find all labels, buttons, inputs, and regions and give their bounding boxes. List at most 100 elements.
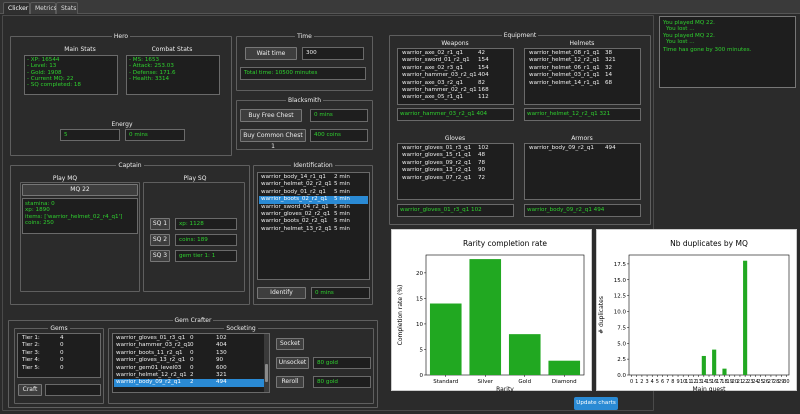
gem-tier[interactable]: Tier 2: 0 — [20, 342, 98, 349]
glove-item-cell: warrior_gloves_15_r1_q1 — [402, 152, 472, 159]
weapon-item[interactable]: warrior_axe_03_r2_q1 82 — [400, 80, 511, 87]
weapon-item-cell: warrior_sword_01_r2_q1 — [402, 57, 470, 64]
tab-stats[interactable]: Stats — [56, 2, 78, 14]
armor-item-cell: 494 — [605, 145, 616, 151]
identify-button[interactable]: Identify — [257, 287, 306, 299]
socket-item[interactable]: warrior_boots_11_r2_q1 0 130 — [114, 350, 268, 357]
mq-button[interactable]: MQ 22 — [22, 184, 138, 196]
socket-item[interactable]: warrior_gloves_13_r2_q1 0 90 — [114, 357, 268, 364]
socket-item[interactable]: warrior_helmet_12_r2_q1 2 321 — [114, 372, 268, 379]
socket-item[interactable]: warrior_body_09_r2_q1 2 494 — [114, 379, 268, 387]
sq1-button[interactable]: SQ 1 — [150, 218, 170, 230]
socket-item[interactable]: warrior_gloves_01_r3_q1 0 102 — [114, 335, 268, 342]
armor-item[interactable]: warrior_body_09_r2_q1 494 — [527, 145, 638, 152]
socket-list[interactable]: warrior_gloves_01_r3_q1 0 102 warrior_hamme… — [112, 333, 270, 393]
weapon-item[interactable]: warrior_axe_02_r3_q1 154 — [400, 65, 511, 72]
mq-items: items: ['warrior_helmet_02_r4_q1'] — [25, 213, 123, 220]
identification-list[interactable]: warrior_body_14_r1_q1 2 min warrior_helmet… — [257, 172, 370, 280]
x-tick-label: 23 — [747, 379, 753, 385]
weapon-item[interactable]: warrior_axe_02_r1_q1 42 — [400, 50, 511, 57]
weapon-item[interactable]: warrior_axe_05_r1_q1 112 — [400, 94, 511, 101]
gem-tier[interactable]: Tier 4: 0 — [20, 357, 98, 364]
y-tick-label: 10.0 — [614, 310, 627, 316]
socket-item[interactable]: warrior_hammer_03_r2_q1 0 404 — [114, 342, 268, 349]
helmet-item-cell: 321 — [605, 57, 616, 64]
socket-item-cell: warrior_boots_11_r2_q1 — [116, 349, 183, 356]
socket-item[interactable]: warrior_gem01_level03 0 600 — [114, 365, 268, 372]
x-tick-label: Silver — [478, 379, 494, 385]
mq-stamina: stamina: 0 — [25, 201, 55, 207]
wait-time-button[interactable]: Wait time — [245, 47, 297, 60]
update-charts-button[interactable]: Update charts — [574, 397, 618, 410]
helmet-item[interactable]: warrior_helmet_12_r2_q1 321 — [527, 57, 638, 64]
gem-tier[interactable]: Tier 1: 4 — [20, 335, 98, 342]
identification-item[interactable]: warrior_boots_02_r2_q1 5 min — [259, 196, 368, 204]
weapon-item[interactable]: warrior_hammer_03_r2_q1 404 — [400, 72, 511, 79]
x-tick-label: 11 — [685, 379, 691, 385]
helmet-item-cell: 38 — [605, 50, 613, 56]
socket-item-cell: 404 — [216, 342, 227, 349]
sq2-button[interactable]: SQ 2 — [150, 234, 170, 246]
helmet-item[interactable]: warrior_helmet_14_r1_q1 68 — [527, 80, 638, 87]
helmets-list[interactable]: warrior_helmet_08_r1_q1 38 warrior_helmet_… — [524, 48, 641, 105]
buy-free-chest-button[interactable]: Buy Free Chest — [240, 109, 302, 122]
identification-item[interactable]: warrior_gloves_02_r2_q1 5 min — [259, 211, 368, 218]
combat-stats-panel: - MS: 1653 - Attack: 253.03 - Defense: 1… — [126, 55, 220, 95]
identification-item[interactable]: warrior_body_14_r1_q1 2 min — [259, 174, 368, 181]
identification-item[interactable]: warrior_helmet_02_r2_q1 5 min — [259, 181, 368, 188]
glove-item-cell: 90 — [478, 167, 486, 174]
glove-item[interactable]: warrior_gloves_13_r2_q1 90 — [400, 167, 511, 174]
plot-area — [628, 254, 790, 376]
reroll-button[interactable]: Reroll — [276, 376, 304, 388]
play-sq-title: Play SQ — [183, 175, 207, 182]
glove-item[interactable]: warrior_gloves_15_r1_q1 48 — [400, 152, 511, 159]
glove-item-cell: 78 — [478, 159, 486, 166]
main-stats-panel: - XP: 16544 - Level: 13 - Gold: 1908 - C… — [24, 55, 118, 95]
bar — [429, 303, 462, 375]
identification-item-cell: warrior_boots_02_r2_q1 — [261, 196, 328, 203]
buy-common-chest-button[interactable]: Buy Common Chest 1 — [240, 129, 306, 150]
socket-scrollbar[interactable] — [264, 334, 269, 392]
armors-list[interactable]: warrior_body_09_r2_q1 494 — [524, 143, 641, 200]
identification-item-cell: 5 min — [334, 196, 350, 203]
helmet-item[interactable]: warrior_helmet_08_r1_q1 38 — [527, 50, 638, 57]
x-tick-label: 29 — [778, 379, 784, 385]
combat-stats-title: Combat Stats — [151, 46, 193, 53]
weapon-item-cell: warrior_hammer_03_r2_q1 — [402, 72, 477, 79]
event-log: You played MQ 22. You lost ... You playe… — [659, 16, 796, 88]
identification-item-cell: warrior_body_01_r2_q1 — [261, 188, 326, 195]
identification-item[interactable]: warrior_body_01_r2_q1 5 min — [259, 189, 368, 196]
identification-group: Identification — [253, 162, 373, 305]
helmet-item[interactable]: warrior_helmet_06_r1_q1 32 — [527, 65, 638, 72]
glove-item[interactable]: warrior_gloves_09_r2_q1 78 — [400, 160, 511, 167]
glove-item[interactable]: warrior_gloves_01_r3_q1 102 — [400, 145, 511, 152]
glove-item[interactable]: warrior_gloves_07_r2_q1 72 — [400, 175, 511, 182]
weapon-item-cell: warrior_axe_03_r2_q1 — [402, 79, 464, 86]
socket-item-cell: 0 — [190, 349, 194, 356]
gem-tier[interactable]: Tier 5: 0 — [20, 365, 98, 372]
socket-item-cell: 90 — [216, 357, 224, 364]
sq3-button[interactable]: SQ 3 — [150, 250, 170, 262]
identification-item[interactable]: warrior_boots_02_r2_q1 5 min — [259, 218, 368, 225]
tab-clicker[interactable]: Clicker — [3, 2, 30, 14]
gloves-list[interactable]: warrior_gloves_01_r3_q1 102 warrior_gloves… — [397, 143, 514, 200]
gem-tier[interactable]: Tier 3: 0 — [20, 350, 98, 357]
total-time-field: Total time: 10500 minutes — [240, 67, 366, 80]
y-tick-label: 0 — [420, 373, 424, 379]
unsocket-button[interactable]: Unsocket — [276, 357, 309, 369]
socket-button[interactable]: Socket — [276, 338, 304, 350]
y-tick-label: 5 — [420, 347, 424, 353]
helmet-item[interactable]: warrior_helmet_03_r1_q1 14 — [527, 72, 638, 79]
weapons-list[interactable]: warrior_axe_02_r1_q1 42 warrior_sword_01_r… — [397, 48, 514, 105]
weapon-item[interactable]: warrior_sword_01_r2_q1 154 — [400, 57, 511, 64]
socket-item-cell: 130 — [216, 349, 227, 356]
stat-ms: - MS: 1653 — [129, 57, 160, 63]
weapon-item[interactable]: warrior_hammer_02_r2_q1 168 — [400, 87, 511, 94]
identification-item[interactable]: warrior_sword_04_r2_q1 5 min — [259, 204, 368, 211]
identification-item[interactable]: warrior_helmet_13_r2_q1 5 min — [259, 226, 368, 233]
x-tick-label: 7 — [666, 379, 669, 385]
captain-group: Captain — [10, 162, 250, 305]
craft-button[interactable]: Craft — [18, 384, 42, 396]
wait-time-input[interactable]: 300 — [302, 47, 364, 60]
tab-metrics[interactable]: Metrics — [30, 2, 57, 14]
